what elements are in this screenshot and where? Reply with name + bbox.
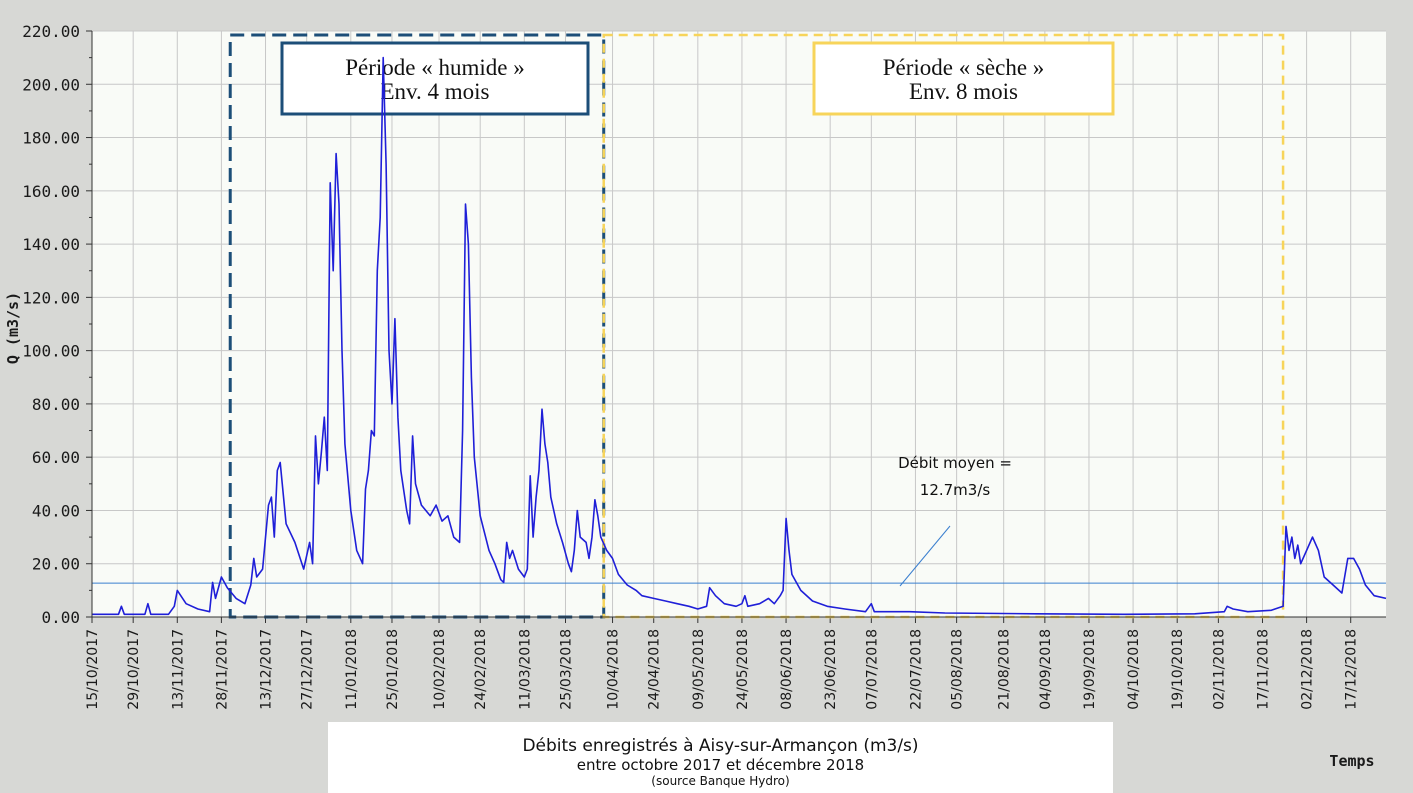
period-label-box xyxy=(280,41,590,116)
x-tick-label: 23/06/2018 xyxy=(823,629,839,710)
caption-subtitle: entre octobre 2017 et décembre 2018 xyxy=(576,756,865,774)
x-tick-label: 09/05/2018 xyxy=(691,629,707,710)
mean-annotation-line1: Débit moyen = xyxy=(898,454,1012,472)
chart-caption: Débits enregistrés à Aisy-sur-Armançon (… xyxy=(328,722,1113,793)
y-tick-label: 140.00 xyxy=(22,235,80,254)
x-tick-label: 10/02/2018 xyxy=(432,629,448,710)
period-label-line2: Env. 8 mois xyxy=(909,79,1018,104)
x-tick-label: 08/06/2018 xyxy=(779,629,795,710)
x-tick-label: 19/10/2018 xyxy=(1170,629,1186,710)
y-axis-ticks: 0.00 20.00 40.00 60.00 80.00 100.00 120.00 140.… xyxy=(22,22,92,627)
y-tick-label: 80.00 xyxy=(32,395,80,414)
series-line xyxy=(92,56,1387,616)
x-tick-label: 04/10/2018 xyxy=(1126,629,1142,710)
x-tick-label: 07/07/2018 xyxy=(864,629,880,710)
x-tick-label: 24/02/2018 xyxy=(473,629,489,710)
x-tick-label: 27/12/2017 xyxy=(300,629,316,710)
y-tick-label: 0.00 xyxy=(41,608,80,627)
mean-annotation-pointer xyxy=(899,525,951,587)
y-axis-label: Q (m3/s) xyxy=(4,292,22,364)
y-tick-label: 20.00 xyxy=(32,555,80,574)
x-tick-label: 15/10/2017 xyxy=(85,629,101,710)
x-tick-label: 25/01/2018 xyxy=(385,629,401,710)
period-label-line2: Env. 4 mois xyxy=(380,79,489,104)
x-tick-label: 25/03/2018 xyxy=(558,629,574,710)
y-tick-label: 180.00 xyxy=(22,129,80,148)
x-tick-label: 13/11/2017 xyxy=(170,629,186,710)
x-tick-label: 02/12/2018 xyxy=(1300,629,1316,710)
y-tick-label: 60.00 xyxy=(32,448,80,467)
x-tick-label: 21/08/2018 xyxy=(997,629,1013,710)
caption-title: Débits enregistrés à Aisy-sur-Armançon (… xyxy=(522,736,919,756)
x-tick-label: 22/07/2018 xyxy=(908,629,924,710)
mean-annotation-line2: 12.7m3/s xyxy=(920,481,991,499)
y-tick-label: 160.00 xyxy=(22,182,80,201)
x-tick-label: 05/08/2018 xyxy=(950,629,966,710)
y-tick-label: 40.00 xyxy=(32,501,80,520)
plot-area xyxy=(92,31,1386,617)
x-axis-ticks: 15/10/2017 29/10/2017 13/11/2017 28/11/2017… xyxy=(85,617,1360,710)
x-tick-label: 10/04/2018 xyxy=(606,629,622,710)
x-tick-label: 24/05/2018 xyxy=(735,629,751,710)
y-tick-label: 220.00 xyxy=(22,22,80,41)
x-tick-label: 17/11/2018 xyxy=(1255,629,1271,710)
x-tick-label: 29/10/2017 xyxy=(126,629,142,710)
x-tick-label: 02/11/2018 xyxy=(1211,629,1227,710)
y-tick-label: 200.00 xyxy=(22,75,80,94)
period-label-line1: Période « sèche » xyxy=(883,55,1045,80)
y-tick-label: 100.00 xyxy=(22,342,80,361)
period-label-line1: Période « humide » xyxy=(345,55,525,80)
y-tick-label: 120.00 xyxy=(22,288,80,307)
x-tick-label: 17/12/2018 xyxy=(1344,629,1360,710)
x-tick-label: 24/04/2018 xyxy=(647,629,663,710)
x-tick-label: 13/12/2017 xyxy=(259,629,275,710)
x-tick-label: 11/01/2018 xyxy=(344,629,360,710)
x-tick-label: 04/09/2018 xyxy=(1038,629,1054,710)
x-tick-label: 19/09/2018 xyxy=(1082,629,1098,710)
x-tick-label: 11/03/2018 xyxy=(517,629,533,710)
caption-source: (source Banque Hydro) xyxy=(651,774,790,788)
x-axis-label: Temps xyxy=(1329,752,1374,770)
mean-line-group: Débit moyen = 12.7m3/s xyxy=(92,454,1386,587)
series-layer xyxy=(92,56,1387,616)
period-label-box xyxy=(812,41,1115,116)
x-tick-label: 28/11/2017 xyxy=(214,629,230,710)
